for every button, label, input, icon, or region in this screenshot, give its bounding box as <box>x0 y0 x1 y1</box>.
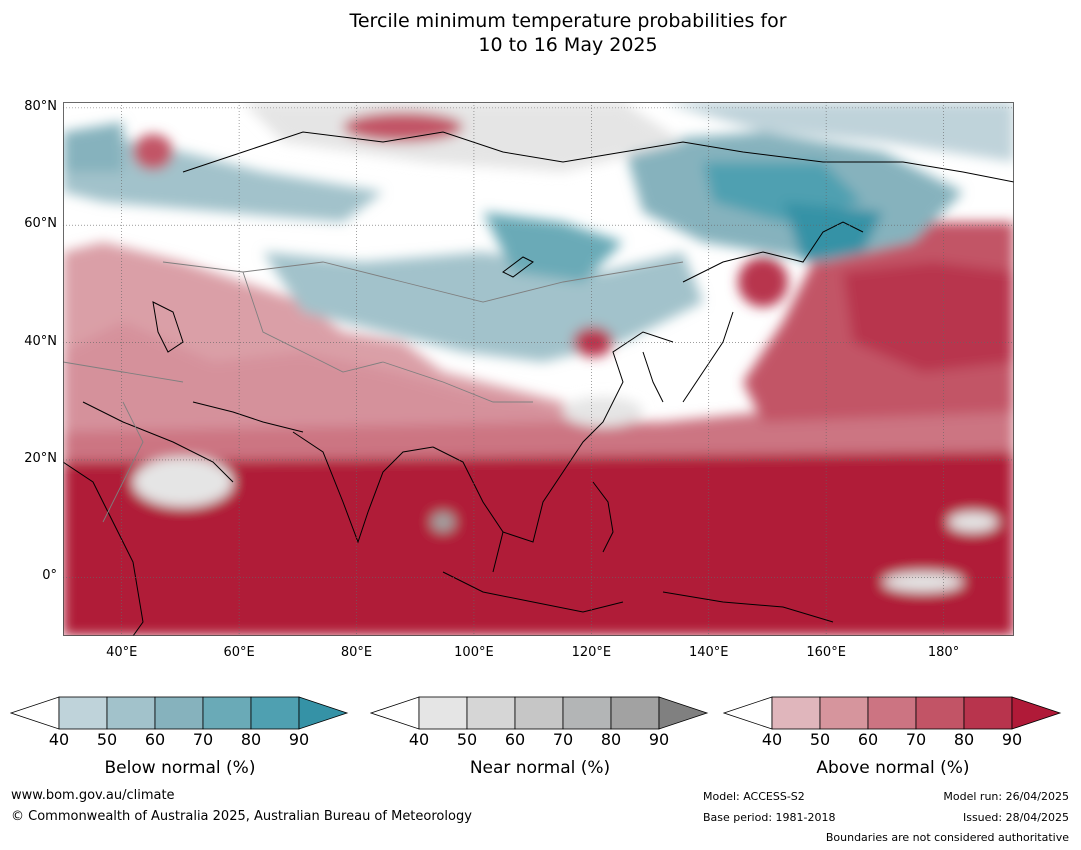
colorbar-max-extend <box>298 696 349 730</box>
colorbar-swatches <box>370 696 709 730</box>
colorbar-segment <box>250 696 300 730</box>
colorbar-segment <box>610 696 660 730</box>
disclaimer-text: Boundaries are not considered authoritat… <box>825 831 1069 844</box>
colorbar-title: Above normal (%) <box>816 758 970 778</box>
title-line-1: Tercile minimum temperature probabilitie… <box>349 10 787 32</box>
colorbar-tick-label: 60 <box>857 730 879 749</box>
colorbar-tick-label: 50 <box>809 730 831 749</box>
colorbar-segment <box>202 696 252 730</box>
country-borders <box>63 261 684 523</box>
colorbar-min-extend <box>370 696 420 730</box>
colorbar-tick-label: 60 <box>144 730 166 749</box>
colorbar-max-extend <box>658 696 709 730</box>
copyright-text: © Commonwealth of Australia 2025, Austra… <box>11 809 472 824</box>
colorbar-min-extend <box>10 696 60 730</box>
colorbar-tick-label: 80 <box>240 730 262 749</box>
colorbar-3: 40 50 60 70 80 90 Above normal (%) <box>723 696 1063 786</box>
lon-label: 60°E <box>223 645 255 660</box>
map-canvas <box>63 102 1014 636</box>
colorbar-swatches <box>723 696 1062 730</box>
model-run-text: Model run: 26/04/2025 <box>943 790 1069 803</box>
colorbar-tick-label: 50 <box>456 730 478 749</box>
colorbar-min-extend <box>723 696 773 730</box>
colorbar-tick-label: 90 <box>648 730 670 749</box>
lon-label: 140°E <box>688 645 729 660</box>
colorbar-segment <box>466 696 516 730</box>
lon-label: 180° <box>927 645 960 660</box>
model-text: Model: ACCESS-S2 <box>703 790 805 803</box>
colorbar-segment <box>867 696 917 730</box>
map-frame <box>63 102 1014 636</box>
colorbar-tick-label: 80 <box>953 730 975 749</box>
colorbar-title: Below normal (%) <box>104 758 256 778</box>
chart-title: Tercile minimum temperature probabilitie… <box>0 9 1081 57</box>
lat-label: 60°N <box>24 216 57 232</box>
colorbar-tick-label: 40 <box>48 730 70 749</box>
colorbar-swatches <box>10 696 349 730</box>
lon-label: 160°E <box>806 645 846 660</box>
lon-label: 40°E <box>106 645 138 660</box>
colorbar-tick-label: 40 <box>408 730 430 749</box>
colorbar-segment <box>58 696 108 730</box>
colorbar-tick-label: 40 <box>761 730 783 749</box>
lon-label: 120°E <box>571 645 612 660</box>
colorbar-segment <box>819 696 869 730</box>
colorbar-max-extend <box>1011 696 1062 730</box>
colorbar-tick-label: 90 <box>1001 730 1023 749</box>
colorbar-segment <box>915 696 965 730</box>
base-period-text: Base period: 1981-2018 <box>703 811 836 824</box>
colorbar-title: Near normal (%) <box>469 758 611 778</box>
colorbar-segment <box>771 696 821 730</box>
lat-label: 40°N <box>24 333 57 349</box>
colorbar-segment <box>514 696 564 730</box>
colorbar-2: 40 50 60 70 80 90 Near normal (%) <box>370 696 710 786</box>
lat-label: 20°N <box>24 450 57 466</box>
lon-label: 80°E <box>340 645 373 660</box>
lon-label: 100°E <box>454 645 494 660</box>
colorbar-1: 40 50 60 70 80 90 Below normal (%) <box>10 696 350 786</box>
colorbar-tick-label: 70 <box>192 730 214 749</box>
colorbar-segment <box>562 696 612 730</box>
title-line-2: 10 to 16 May 2025 <box>478 34 658 56</box>
colorbar-tick-label: 80 <box>600 730 622 749</box>
colorbar-tick-label: 70 <box>552 730 574 749</box>
lat-label: 0° <box>42 568 57 584</box>
colorbar-tick-label: 60 <box>504 730 526 749</box>
colorbar-tick-label: 70 <box>905 730 927 749</box>
probability-map <box>63 102 1014 636</box>
website-text: www.bom.gov.au/climate <box>11 788 175 803</box>
colorbar-tick-label: 90 <box>288 730 310 749</box>
colorbar-segment <box>106 696 156 730</box>
colorbar-segment <box>963 696 1013 730</box>
coastlines <box>63 131 1014 636</box>
colorbar-tick-label: 50 <box>96 730 118 749</box>
graticule <box>63 102 1014 636</box>
issued-text: Issued: 28/04/2025 <box>962 811 1069 824</box>
colorbar-segment <box>154 696 204 730</box>
field-layer <box>63 102 1014 636</box>
colorbar-segment <box>418 696 468 730</box>
lat-label: 80°N <box>24 98 57 114</box>
